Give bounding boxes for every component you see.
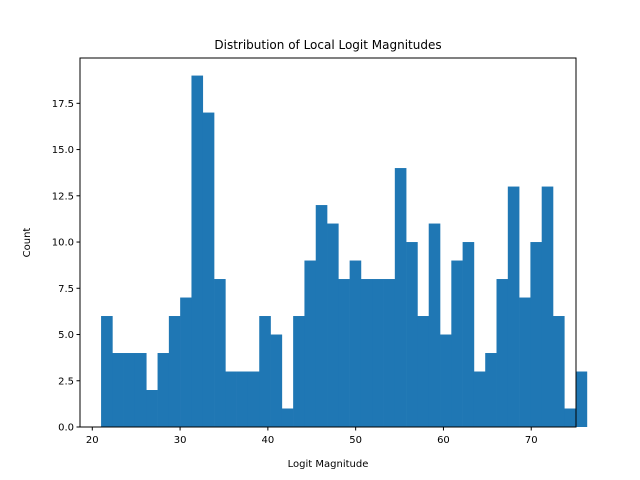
y-tick-label: 12.5 (52, 191, 74, 202)
histogram-bar (247, 371, 260, 427)
y-tick-label: 15.0 (52, 145, 74, 156)
histogram-bar (214, 279, 226, 427)
y-tick-label: 0.0 (58, 423, 74, 434)
x-axis-ticks: 20 30 40 50 60 70 (86, 427, 538, 446)
histogram-bar (519, 297, 531, 427)
histogram-bar (304, 260, 317, 427)
histogram-bar (236, 371, 249, 427)
histogram-bar (541, 186, 554, 427)
histogram-bar (202, 112, 215, 427)
histogram-bar (440, 334, 452, 427)
x-axis-label: Logit Magnitude (288, 459, 369, 470)
bars-group (101, 75, 588, 428)
chart-title: Distribution of Local Logit Magnitudes (214, 38, 441, 52)
histogram-bar (383, 279, 396, 427)
histogram-bar (293, 316, 305, 427)
y-tick-label: 5.0 (58, 330, 74, 341)
x-tick-label: 50 (349, 435, 362, 446)
x-tick-label: 40 (261, 435, 274, 446)
histogram-bar (123, 353, 136, 427)
histogram-bar (360, 279, 373, 427)
histogram-bar (191, 75, 204, 427)
histogram-bar (462, 242, 475, 427)
histogram-bar (157, 353, 170, 427)
histogram-bar (112, 353, 124, 427)
histogram-bar (372, 279, 384, 427)
histogram-bar (134, 353, 147, 427)
histogram-bar (349, 260, 362, 427)
histogram-bar (225, 371, 237, 427)
histogram-bar (394, 168, 407, 428)
y-tick-label: 2.5 (58, 376, 74, 387)
histogram-bar (553, 316, 565, 427)
plot-frame (79, 57, 577, 428)
histogram-bar (473, 371, 486, 427)
histogram-bar (406, 242, 418, 427)
x-tick-label: 20 (86, 435, 99, 446)
histogram-bar (575, 371, 588, 427)
histogram-bar (101, 316, 113, 427)
histogram-bar (168, 316, 181, 427)
histogram-bar (428, 223, 441, 427)
x-tick-label: 70 (525, 435, 538, 446)
histogram-bar (259, 316, 271, 427)
histogram-bar (270, 334, 283, 427)
histogram-bar (281, 408, 294, 427)
histogram-bar (485, 353, 497, 427)
histogram-bar (180, 297, 192, 427)
histogram-bar (417, 316, 430, 427)
y-tick-label: 17.5 (52, 99, 74, 110)
histogram-bar (327, 223, 339, 427)
histogram-bar (146, 390, 158, 427)
y-tick-label: 7.5 (58, 284, 74, 295)
y-axis-ticks: 0.0 2.5 5.0 7.5 10.0 12.5 15.0 17.5 (52, 99, 80, 434)
histogram-bar (564, 408, 576, 427)
x-tick-label: 30 (174, 435, 187, 446)
x-tick-label: 60 (437, 435, 450, 446)
y-tick-label: 10.0 (52, 238, 74, 249)
histogram-bar (315, 205, 328, 427)
histogram-bar (451, 260, 463, 427)
histogram-bar (496, 279, 509, 427)
histogram-bar (338, 279, 350, 427)
y-axis-label: Count (22, 228, 33, 258)
histogram-bar (507, 186, 520, 427)
histogram-bar (530, 242, 542, 427)
